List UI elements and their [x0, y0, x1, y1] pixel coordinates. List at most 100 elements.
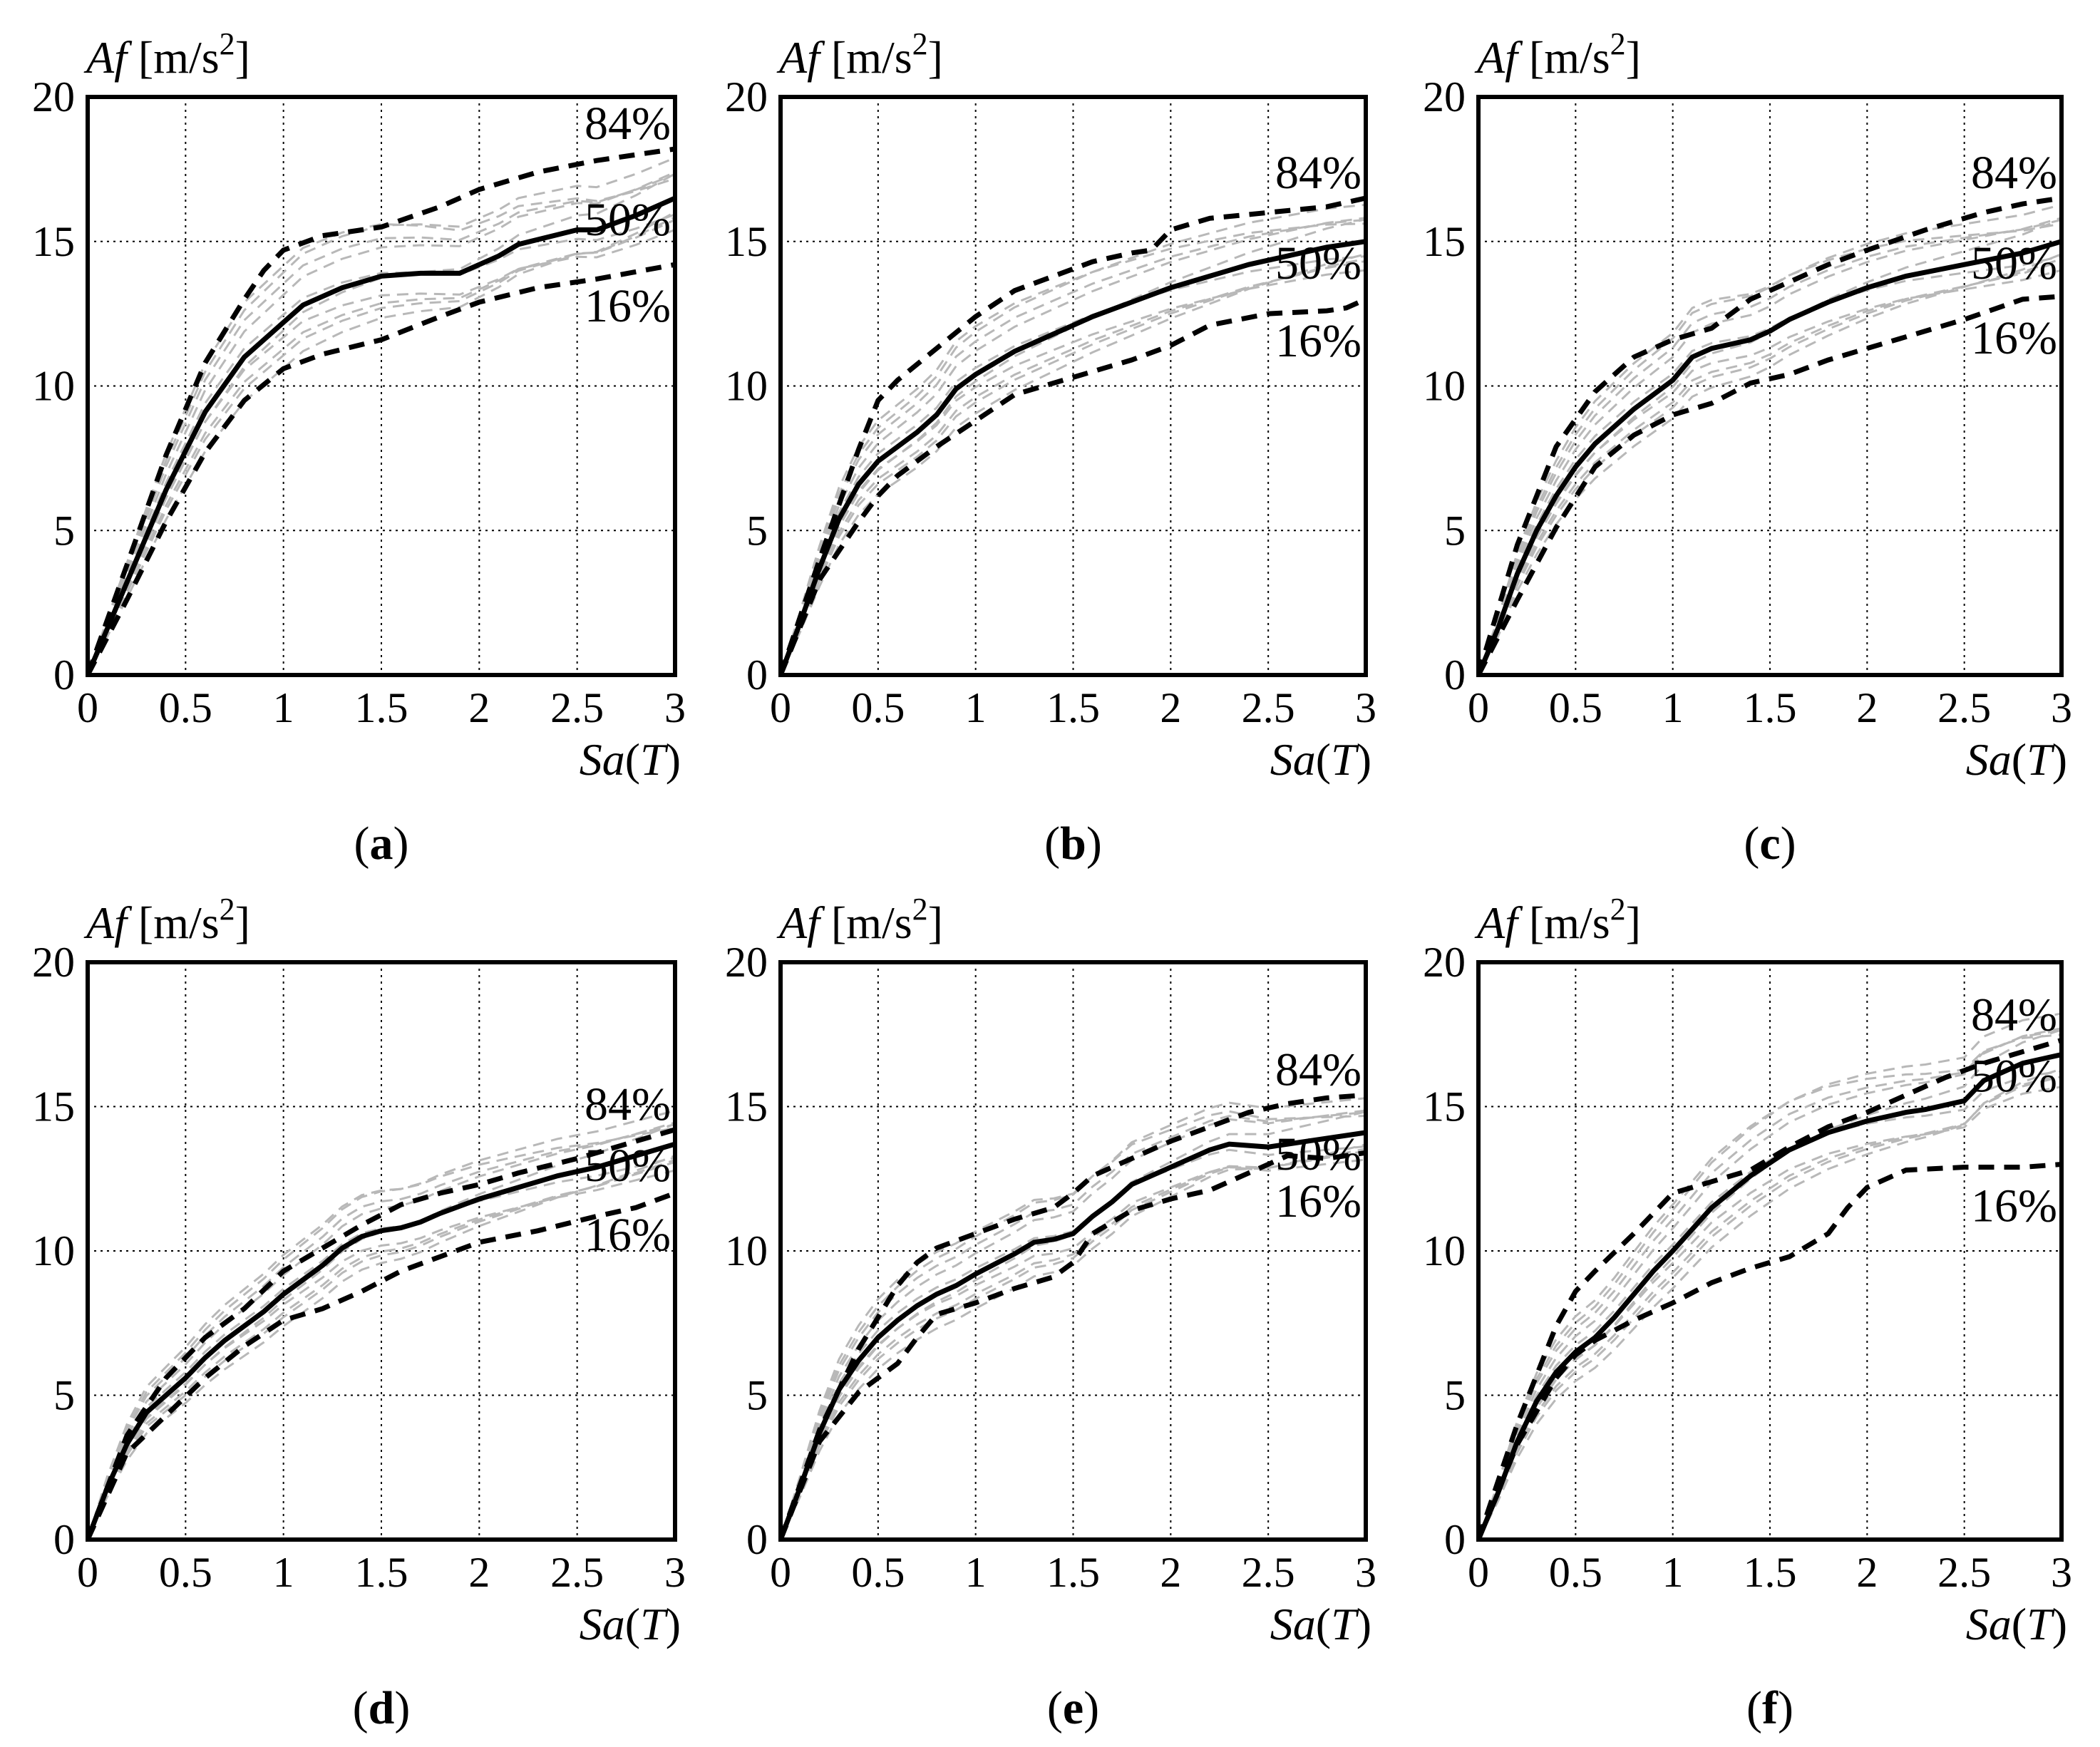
x-tick-label: 0.5	[159, 1549, 212, 1596]
record-trace	[1478, 257, 2062, 675]
chart-panel-d: 0 5 10 15 20 0 0.5 1 1.5 2 2.5 3 Af [m/s2] Sa(T) 84% 50…	[32, 892, 686, 1734]
percentile-label-16: 16%	[1971, 312, 2057, 364]
record-trace	[88, 177, 675, 675]
y-axis-label: Af [m/s2]	[83, 26, 250, 83]
y-tick-label: 20	[1423, 73, 1466, 120]
record-trace	[1478, 1029, 2062, 1540]
plot-area	[781, 1092, 1366, 1540]
percentile-curve-84	[781, 1092, 1366, 1540]
plot-area	[88, 146, 675, 675]
x-tick-label: 3	[1355, 1549, 1376, 1596]
record-trace	[1478, 1029, 2062, 1540]
plot-frame	[1476, 95, 2064, 677]
percentile-label-84: 84%	[585, 1078, 671, 1130]
x-tick-label: 2.5	[550, 684, 604, 731]
chart-panel-a: 0 5 10 15 20 0 0.5 1 1.5 2 2.5 3 Af [m/s2] Sa(T) 84% 50…	[32, 26, 686, 870]
x-tick-label: 1	[965, 684, 987, 731]
chart-panel-e: 0 5 10 15 20 0 0.5 1 1.5 2 2.5 3 Af [m/s2] Sa(T) 84% 50…	[725, 892, 1376, 1734]
record-trace	[88, 1123, 675, 1540]
percentile-label-50: 50%	[585, 1140, 671, 1192]
median-curve-50	[1478, 239, 2062, 675]
record-trace	[88, 1154, 675, 1540]
record-trace	[781, 222, 1366, 675]
x-tick-label: 0.5	[1549, 684, 1602, 731]
plot-area	[1478, 195, 2062, 675]
record-trace	[781, 1143, 1366, 1540]
x-axis-label: Sa(T)	[580, 734, 681, 785]
x-tick-label: 2.5	[1937, 684, 1991, 731]
panel-caption: (f)	[1746, 1682, 1793, 1734]
percentile-label-50: 50%	[1275, 237, 1362, 289]
percentile-label-50: 50%	[1275, 1128, 1362, 1180]
x-axis-label: Sa(T)	[580, 1599, 681, 1649]
x-tick-label: 0.5	[851, 1549, 905, 1596]
record-trace	[781, 259, 1366, 675]
y-axis-label: Af [m/s2]	[1474, 892, 1641, 948]
x-tick-label: 3	[664, 1549, 686, 1596]
x-tick-label: 2.5	[1242, 1549, 1295, 1596]
record-trace	[88, 1109, 675, 1540]
record-trace	[1478, 217, 2062, 675]
median-curve-50	[781, 239, 1366, 675]
y-tick-label: 5	[1444, 1372, 1466, 1419]
percentile-curve-16	[781, 1150, 1366, 1540]
record-trace	[781, 269, 1366, 675]
y-tick-label: 10	[725, 363, 768, 410]
record-trace	[1478, 1070, 2062, 1540]
y-tick-label: 0	[53, 651, 75, 699]
percentile-curve-16	[1478, 294, 2062, 675]
percentile-label-16: 16%	[1971, 1180, 2057, 1232]
y-tick-label: 5	[53, 1372, 75, 1419]
x-tick-label: 3	[2051, 684, 2072, 731]
panel-caption: (c)	[1744, 818, 1796, 870]
y-tick-label: 10	[1423, 1227, 1466, 1274]
record-trace	[781, 1150, 1366, 1540]
x-tick-label: 0	[77, 1549, 98, 1596]
y-tick-label: 5	[53, 507, 75, 554]
x-tick-label: 1	[1662, 1549, 1684, 1596]
x-tick-label: 2.5	[550, 1549, 604, 1596]
record-trace	[88, 228, 675, 675]
percentile-label-16: 16%	[1275, 1175, 1362, 1227]
y-tick-label: 0	[746, 1516, 768, 1563]
y-tick-label: 10	[32, 1227, 75, 1274]
x-tick-label: 0	[1468, 1549, 1489, 1596]
record-trace	[1478, 259, 2062, 675]
y-axis-label: Af [m/s2]	[776, 26, 943, 83]
percentile-label-84: 84%	[585, 98, 671, 150]
record-trace	[781, 218, 1366, 675]
panel-caption: (a)	[354, 818, 409, 870]
percentile-curve-16	[88, 1190, 675, 1540]
x-tick-label: 0.5	[1549, 1549, 1602, 1596]
x-tick-label: 3	[1355, 684, 1376, 731]
x-tick-label: 1	[273, 1549, 294, 1596]
record-trace	[88, 1158, 675, 1540]
plot-frame	[778, 960, 1368, 1542]
percentile-label-50: 50%	[585, 194, 671, 246]
median-curve-50	[88, 1141, 675, 1540]
percentile-label-84: 84%	[1275, 1043, 1362, 1096]
record-trace	[88, 171, 675, 675]
percentile-label-16: 16%	[585, 1209, 671, 1261]
record-trace	[1478, 218, 2062, 675]
y-tick-label: 0	[1444, 651, 1466, 699]
plot-frame	[86, 95, 677, 677]
x-tick-label: 1.5	[1046, 1549, 1100, 1596]
record-trace	[88, 173, 675, 675]
y-tick-label: 15	[725, 1083, 768, 1130]
x-tick-label: 2	[1856, 684, 1878, 731]
record-trace	[88, 1156, 675, 1540]
record-trace	[88, 1123, 675, 1540]
x-tick-label: 0	[770, 1549, 791, 1596]
percentile-curve-84	[781, 195, 1366, 675]
y-tick-label: 20	[32, 73, 75, 120]
x-tick-label: 2	[468, 684, 490, 731]
y-tick-label: 10	[32, 363, 75, 410]
y-tick-label: 15	[32, 1083, 75, 1130]
panel-caption: (e)	[1047, 1682, 1099, 1734]
record-trace	[1478, 222, 2062, 675]
y-tick-label: 0	[746, 651, 768, 699]
plot-frame	[86, 960, 677, 1542]
record-trace	[88, 218, 675, 675]
percentile-curve-16	[781, 297, 1366, 675]
